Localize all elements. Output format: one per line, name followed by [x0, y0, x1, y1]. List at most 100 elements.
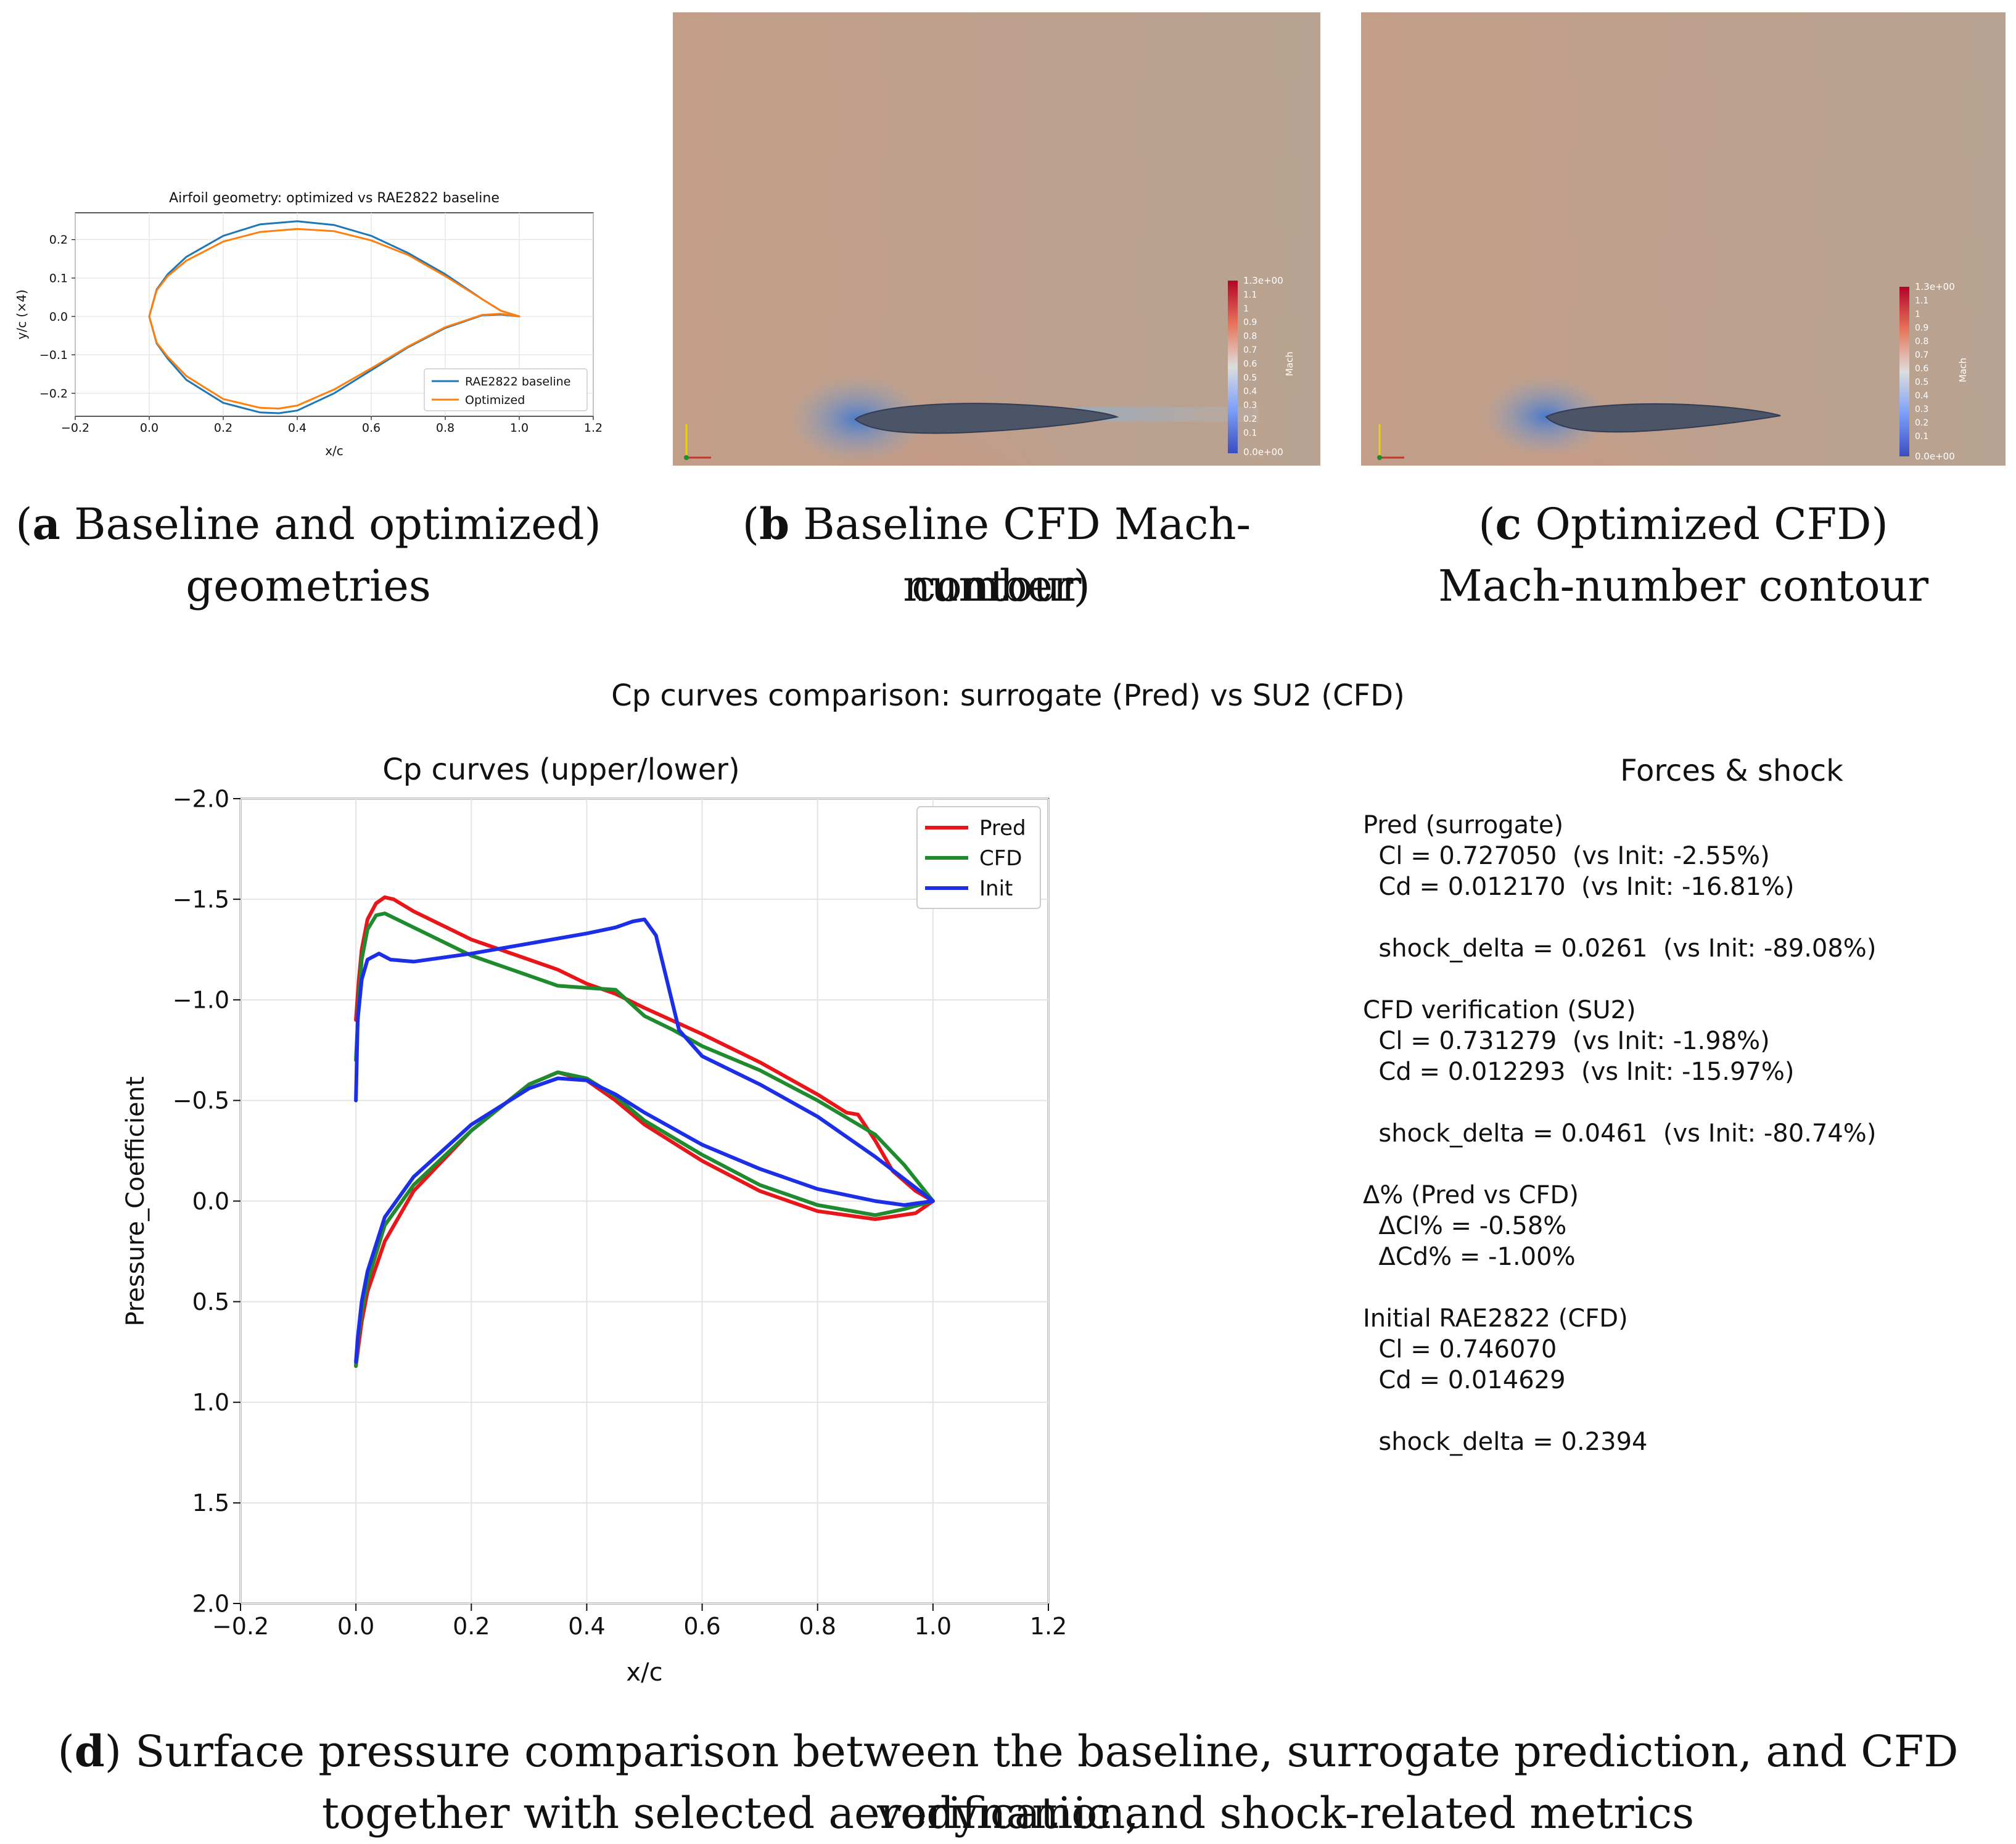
baseline-mach-contour: 1.3e+00 0.0e+00 1.1 1 0.9 0.8 0.7 0.6 0.5 0.4 0.…: [673, 12, 1320, 466]
y-tick-label: 0.0: [192, 1188, 229, 1215]
forces-panel: Pred (surrogate) Cl = 0.727050 (vs Init:…: [1363, 810, 1876, 1457]
axes-triad-icon: [684, 424, 711, 460]
caption-c-line2-box: Mach-number contour: [1361, 555, 2006, 617]
forces-line: Cd = 0.012293 (vs Init: -15.97%): [1363, 1058, 1795, 1086]
colorbar-tick-label: 0.4: [1915, 391, 1928, 401]
x-tick-label: 0.0: [337, 1613, 374, 1640]
geometry-y-label: y/c (×4): [14, 289, 29, 339]
baseline-colorbar-ticks: 1.1 1 0.9 0.8 0.7 0.6 0.5 0.4 0.3 0.2 0.1: [1243, 290, 1257, 438]
cp-suptitle: Cp curves comparison: surrogate (Pred) v…: [611, 678, 1405, 713]
colorbar-tick-label: 0.7: [1243, 345, 1257, 355]
y-tick-label: −2.0: [173, 785, 229, 812]
colorbar-tick-label: 0.6: [1915, 364, 1928, 374]
colorbar-tick-label: 0.4: [1243, 387, 1257, 397]
y-tick-label: 0.0: [49, 310, 68, 324]
colorbar-tick-label: 0.7: [1915, 350, 1928, 360]
forces-line: CFD verification (SU2): [1363, 996, 1636, 1024]
forces-line: ΔCd% = -1.00%: [1363, 1243, 1576, 1271]
optimized-colorbar: [1899, 287, 1909, 456]
caption-b-line2-box: contour: [673, 555, 1320, 617]
forces-line: Cd = 0.014629: [1363, 1366, 1566, 1394]
colorbar-tick-label: 0.2: [1915, 418, 1928, 428]
series-line-init: [354, 917, 935, 1364]
colorbar-tick-label: 0.3: [1915, 405, 1928, 414]
caption-d-label: d: [74, 1726, 105, 1777]
cp-y-label: Pressure_Coefficient: [121, 1076, 150, 1326]
caption-b: (b Baseline CFD Mach-number): [742, 498, 1251, 611]
caption-a-label: a: [32, 498, 60, 549]
x-tick-label: 1.2: [584, 421, 603, 435]
colorbar-tick-label: 0.9: [1915, 323, 1928, 333]
legend-label-baseline: RAE2822 baseline: [465, 375, 570, 389]
geometry-x-ticks: −0.2 0.0 0.2 0.4 0.6 0.8 1.0 1.2: [61, 416, 603, 435]
baseline-colorbar-title: Mach: [1284, 352, 1295, 376]
colorbar-tick-label: 0.8: [1243, 332, 1257, 342]
legend-label-cfd: CFD: [979, 846, 1022, 871]
legend-label-init: Init: [979, 876, 1013, 901]
y-tick-label: −0.5: [173, 1087, 229, 1114]
optimized-colorbar-min: 0.0e+00: [1915, 451, 1955, 462]
x-tick-label: 1.2: [1030, 1613, 1067, 1640]
optimized-colorbar-max: 1.3e+00: [1915, 281, 1955, 292]
axes-triad-icon: [1377, 424, 1404, 460]
forces-line: Cd = 0.012170 (vs Init: -16.81%): [1363, 873, 1795, 901]
caption-b-line2: contour: [911, 561, 1082, 611]
x-tick-label: 0.8: [799, 1613, 836, 1640]
caption-d-line1: Surface pressure comparison between the …: [121, 1726, 1959, 1838]
baseline-airfoil-shape: [854, 403, 1119, 434]
cp-chart-title: Cp curves (upper/lower): [382, 752, 739, 787]
forces-line: [1363, 1087, 1876, 1118]
caption-c: (c Optimized CFD): [1478, 498, 1888, 549]
x-tick-label: 0.0: [140, 421, 158, 435]
x-tick-label: 0.4: [568, 1613, 605, 1640]
colorbar-tick-label: 0.3: [1243, 401, 1257, 411]
caption-a: (a Baseline and optimized): [15, 498, 601, 549]
colorbar-tick-label: 0.1: [1915, 432, 1928, 442]
forces-line: [1363, 1272, 1876, 1303]
series-line-optimized: [148, 228, 520, 410]
forces-title: Forces & shock: [1620, 754, 1843, 788]
forces-line: Cl = 0.731279 (vs Init: -1.98%): [1363, 1027, 1770, 1055]
forces-line: Cl = 0.746070: [1363, 1335, 1557, 1364]
cp-x-ticks: −0.2 0.0 0.2 0.4 0.6 0.8 1.0 1.2: [212, 1603, 1067, 1640]
cp-legend: Pred CFD Init: [916, 806, 1041, 909]
y-tick-label: −1.5: [173, 886, 229, 913]
y-tick-label: 0.1: [49, 271, 68, 285]
x-tick-label: 0.2: [453, 1613, 490, 1640]
forces-line: Initial RAE2822 (CFD): [1363, 1304, 1628, 1333]
caption-d-line2-box: together with selected aerodynamic and s…: [0, 1782, 2016, 1844]
caption-a-line2-box: geometries: [0, 555, 617, 617]
colorbar-tick-label: 0.2: [1243, 414, 1257, 424]
caption-c-line2: Mach-number contour: [1438, 561, 1929, 611]
cp-y-ticks: −2.0 −1.5 −1.0 −0.5 0.0 0.5 1.0 1.5 2.0: [173, 785, 241, 1617]
caption-d: (d) Surface pressure comparison between …: [57, 1726, 1959, 1838]
x-tick-label: 0.6: [683, 1613, 720, 1640]
geometry-legend: RAE2822 baseline Optimized: [424, 368, 588, 411]
cp-lines: [354, 895, 935, 1368]
colorbar-tick-label: 1: [1243, 304, 1249, 314]
x-tick-label: −0.2: [61, 421, 89, 435]
legend-label-pred: Pred: [979, 816, 1026, 841]
y-tick-label: −1.0: [173, 987, 229, 1014]
optimized-colorbar-title: Mach: [1957, 358, 1969, 382]
caption-a-line1: Baseline and optimized: [60, 499, 585, 549]
forces-line: ΔCl% = -0.58%: [1363, 1212, 1567, 1240]
geometry-x-label: x/c: [325, 443, 344, 458]
caption-a-line2: geometries: [186, 561, 431, 611]
geometry-lines: [148, 220, 520, 414]
optimized-airfoil-shape: [1545, 403, 1781, 433]
y-tick-label: −0.1: [39, 348, 68, 362]
colorbar-tick-label: 1.1: [1243, 290, 1257, 300]
y-tick-label: 1.5: [192, 1489, 229, 1517]
forces-line: shock_delta = 0.2394: [1363, 1428, 1648, 1456]
cp-x-label: x/c: [626, 1658, 662, 1687]
colorbar-tick-label: 0.1: [1243, 428, 1257, 438]
forces-line: Cl = 0.727050 (vs Init: -2.55%): [1363, 842, 1770, 870]
optimized-mach-contour: 1.3e+00 0.0e+00 1.1 1 0.9 0.8 0.7 0.6 0.5 0.4 0.…: [1361, 12, 2006, 466]
x-tick-label: 0.4: [288, 421, 307, 435]
x-tick-label: −0.2: [212, 1613, 269, 1640]
y-tick-label: 0.5: [192, 1288, 229, 1315]
legend-label-optimized: Optimized: [465, 393, 525, 407]
colorbar-tick-label: 1: [1915, 310, 1920, 319]
baseline-colorbar-min: 0.0e+00: [1243, 447, 1283, 458]
